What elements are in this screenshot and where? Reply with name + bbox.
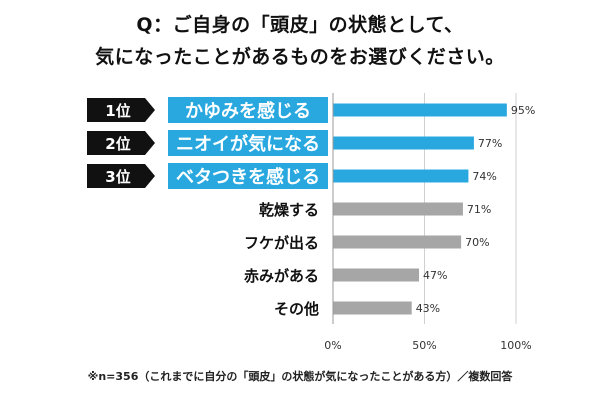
bar	[333, 169, 469, 183]
category-label: その他	[274, 300, 319, 318]
data-label: 95%	[511, 104, 535, 117]
bar	[333, 103, 507, 117]
bar	[333, 136, 474, 150]
rank-badge	[87, 131, 155, 155]
data-label: 74%	[472, 170, 496, 183]
data-label: 47%	[423, 269, 447, 282]
rank-badge	[87, 98, 155, 122]
bar	[333, 301, 412, 315]
category-label-box	[168, 130, 328, 156]
chart-title-line-2: 気になったことがあるものをお選びください。	[95, 46, 505, 68]
x-tick-label: 50%	[412, 339, 436, 352]
rank-badge	[87, 164, 155, 188]
rank-label: 2位	[105, 135, 130, 153]
category-label-box	[168, 163, 328, 189]
rank-label: 3位	[105, 168, 130, 186]
data-label: 71%	[467, 203, 491, 216]
category-label: フケが出る	[244, 234, 319, 252]
category-label: 乾燥する	[259, 201, 319, 219]
bar	[333, 235, 462, 249]
bar	[333, 202, 463, 216]
data-label: 77%	[478, 137, 502, 150]
data-label: 43%	[416, 302, 440, 315]
category-label-box	[168, 97, 328, 123]
footnote: ※n=356（これまでに自分の「頭皮」の状態が気になったことがある方）／複数回答	[87, 370, 513, 383]
category-label: ベタつきを感じる	[176, 166, 320, 188]
x-tick-label: 0%	[324, 339, 341, 352]
data-label: 70%	[465, 236, 489, 249]
category-label: かゆみを感じる	[185, 100, 311, 122]
category-label: 赤みがある	[244, 267, 319, 285]
bar	[333, 268, 420, 282]
x-tick-label: 100%	[500, 339, 531, 352]
rank-label: 1位	[105, 102, 130, 120]
category-label: ニオイが気になる	[176, 133, 320, 155]
chart-title-line-1: Q：ご自身の「頭皮」の状態として、	[136, 14, 464, 36]
